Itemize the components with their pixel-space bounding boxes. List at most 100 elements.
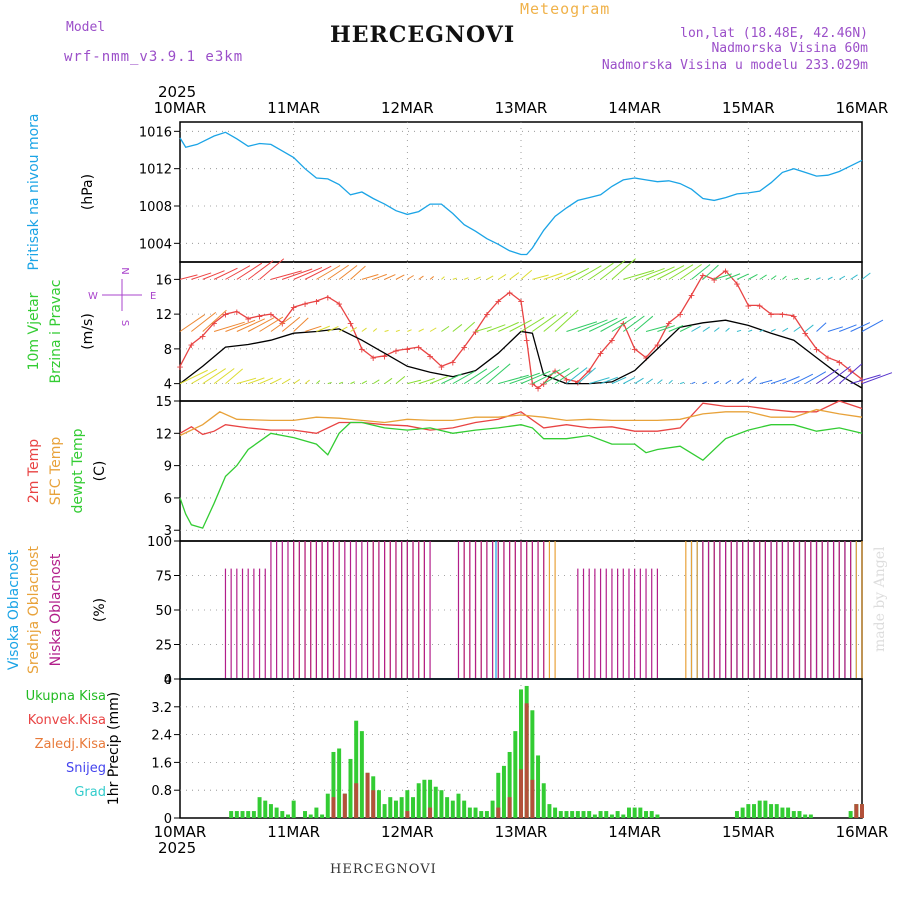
wind-arrow — [304, 325, 322, 332]
wind-arrow — [679, 381, 685, 385]
wind-marker: + — [211, 317, 218, 330]
bottom-day-label: 10MAR — [154, 823, 207, 841]
wind-arrow — [350, 381, 355, 385]
wind-arrow — [759, 274, 767, 280]
precip-bar — [484, 811, 489, 818]
wind-marker: + — [620, 317, 627, 330]
wind-arrow — [441, 325, 450, 332]
wind-arrow — [463, 368, 488, 385]
wind-marker: + — [427, 350, 434, 363]
precip-bar — [763, 800, 768, 818]
wind-marker: + — [177, 360, 184, 373]
temp-series-line — [179, 400, 863, 436]
precip-bar — [581, 811, 586, 818]
wind-arrow — [372, 379, 380, 385]
wind-arrow — [804, 371, 827, 385]
pressure-ytick-label: 1016 — [139, 125, 172, 140]
wind-marker: + — [711, 273, 718, 286]
wind-arrow — [407, 275, 414, 280]
precip-bar — [803, 814, 808, 818]
wind-arrow — [282, 378, 291, 385]
precip-bar — [587, 811, 592, 818]
precip-bar — [234, 811, 239, 818]
wind-marker: + — [302, 298, 309, 311]
precip-ytick-label: 0 — [164, 812, 172, 827]
wind-marker: + — [359, 343, 366, 356]
precip-bar — [860, 804, 864, 818]
wind-arrow — [759, 329, 764, 332]
precip-bar — [553, 807, 558, 818]
wind-arrow — [213, 321, 245, 332]
precip-bar — [376, 790, 381, 818]
wind-marker: + — [461, 341, 468, 354]
precip-bar — [848, 811, 853, 818]
top-day-label: 14MAR — [608, 99, 661, 117]
wind-arrow — [713, 327, 720, 332]
wind-arrow — [623, 377, 635, 385]
bottom-day-label: 13MAR — [495, 823, 548, 841]
precip-bar — [251, 811, 256, 818]
wind-arrow — [179, 369, 208, 385]
temp-series-line — [179, 421, 863, 529]
precip-legend-entry: Grad — [74, 785, 106, 800]
precip-bar — [575, 811, 580, 818]
wind-arrow — [270, 377, 282, 385]
wind-arrow — [611, 258, 636, 280]
wind-marker: + — [631, 343, 638, 356]
precip-ytick-label: 2.4 — [151, 729, 172, 744]
wind-arrow — [338, 381, 344, 385]
wind-arrow — [372, 328, 378, 332]
wind-arrow — [566, 321, 598, 332]
cloud-ytick-label: 25 — [155, 639, 172, 654]
wind-arrow — [623, 269, 655, 280]
wind-arrow — [361, 273, 379, 280]
temp-panel-frame — [179, 400, 863, 542]
wind-arrow — [645, 378, 654, 385]
wind-arrow — [577, 319, 608, 332]
model-name: wrf-nmm_v3.9.1 e3km — [64, 49, 244, 65]
wind-marker: + — [563, 373, 570, 386]
precip-bar — [507, 751, 512, 818]
wind-arrow — [463, 277, 469, 280]
pressure-ytick-label: 1008 — [139, 200, 172, 215]
wind-arrow — [645, 266, 675, 280]
top-day-label: 11MAR — [267, 99, 320, 117]
precip-bar — [416, 783, 421, 818]
cloud-unit-label: (%) — [92, 598, 108, 622]
precip-bar — [513, 731, 518, 818]
top-day-label: 10MAR — [154, 99, 207, 117]
precip-bar — [257, 797, 262, 818]
wind-marker: + — [234, 306, 241, 319]
wind-marker: + — [654, 339, 661, 352]
wind-arrow — [588, 262, 614, 280]
cloud-ytick-label: 75 — [155, 570, 172, 585]
wind-arrow — [827, 326, 844, 332]
precip-bar — [314, 807, 319, 818]
bottom-location-label: HERCEGNOVI — [330, 862, 437, 877]
wind-arrow — [395, 375, 406, 385]
wind-marker: + — [347, 317, 354, 330]
wind-arrow — [770, 328, 776, 332]
precip-bar — [337, 748, 342, 818]
wind-arrow — [691, 381, 696, 385]
precip-bar — [490, 800, 495, 818]
wind-marker: + — [324, 291, 331, 304]
wind-arrow — [361, 327, 367, 332]
wind-arrow — [179, 274, 198, 280]
temp-ytick-label: 3 — [164, 524, 172, 539]
location-title: HERCEGNOVI — [330, 22, 516, 48]
cloud-ytick-label: 100 — [147, 535, 172, 550]
precip-bar — [734, 811, 739, 818]
wind-arrow — [304, 379, 310, 385]
wind-arrow — [327, 264, 349, 280]
wind-ytick-label: 12 — [155, 308, 172, 323]
precip-bar — [325, 793, 330, 818]
precip-bar — [291, 800, 296, 818]
wind-arrow — [543, 368, 570, 385]
wind-ytick-label: 8 — [164, 343, 172, 358]
model-label: Model — [66, 20, 106, 35]
wind-arrow — [736, 329, 742, 332]
precip-bar — [786, 807, 791, 818]
meteogram-label: Meteogram — [520, 0, 611, 18]
wind-arrow — [486, 363, 511, 385]
